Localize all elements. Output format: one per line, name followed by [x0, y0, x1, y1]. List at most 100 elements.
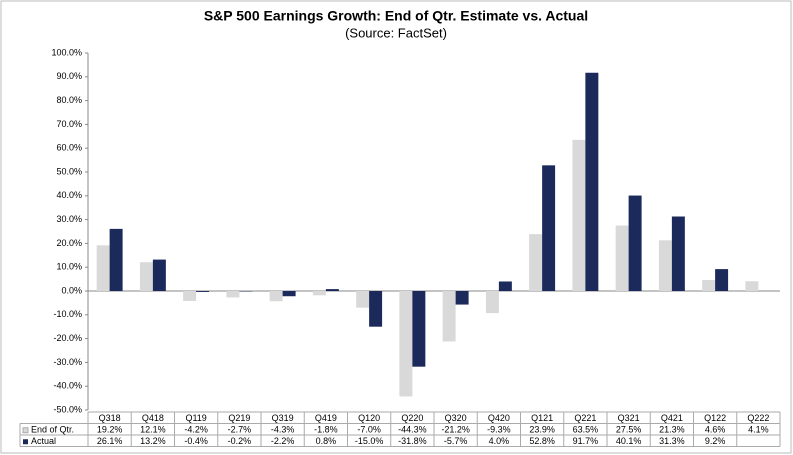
- x-tick-label: Q419: [315, 413, 337, 423]
- bar: [658, 240, 672, 291]
- x-tick-label: Q319: [272, 413, 294, 423]
- value-label: -2.7%: [228, 425, 252, 435]
- value-label: 40.1%: [616, 436, 642, 446]
- value-label: 13.2%: [140, 436, 166, 446]
- bar: [615, 225, 629, 291]
- value-label: -0.4%: [184, 436, 208, 446]
- value-label: -9.3%: [487, 425, 511, 435]
- value-label: -7.0%: [357, 425, 381, 435]
- y-tick-label: -20.0%: [53, 333, 82, 343]
- value-label: -1.8%: [314, 425, 338, 435]
- bar: [226, 291, 240, 298]
- bar: [325, 289, 339, 291]
- value-label: 19.2%: [97, 425, 123, 435]
- x-tick-label: Q121: [531, 413, 553, 423]
- bar: [356, 291, 370, 308]
- x-tick-label: Q120: [358, 413, 380, 423]
- x-tick-label: Q220: [401, 413, 423, 423]
- y-tick-label: -50.0%: [53, 404, 82, 414]
- value-label: 52.8%: [529, 436, 555, 446]
- chart-subtitle: (Source: FactSet): [345, 25, 447, 40]
- bar: [369, 291, 383, 327]
- bar: [282, 291, 296, 297]
- bar: [183, 291, 197, 301]
- value-label: 9.2%: [705, 436, 726, 446]
- bar: [152, 259, 166, 291]
- bar: [455, 291, 469, 305]
- bar: [139, 262, 153, 291]
- x-tick-label: Q321: [618, 413, 640, 423]
- chart-title: S&P 500 Earnings Growth: End of Qtr. Est…: [204, 8, 588, 24]
- y-tick-label: -10.0%: [53, 309, 82, 319]
- value-label: 4.0%: [489, 436, 510, 446]
- value-label: 0.8%: [316, 436, 337, 446]
- x-tick-label: Q219: [228, 413, 250, 423]
- value-label: 91.7%: [573, 436, 599, 446]
- bar: [442, 291, 456, 342]
- value-label: 4.1%: [748, 425, 769, 435]
- value-label: 31.3%: [659, 436, 685, 446]
- x-tick-label: Q119: [185, 413, 206, 423]
- legend-label: End of Qtr.: [31, 425, 74, 435]
- value-label: -15.0%: [355, 436, 384, 446]
- x-tick-label: Q222: [747, 413, 769, 423]
- bar: [542, 165, 556, 291]
- value-label: 26.1%: [97, 436, 123, 446]
- bar: [628, 195, 642, 291]
- value-label: 21.3%: [659, 425, 685, 435]
- y-tick-label: 90.0%: [56, 71, 82, 81]
- value-label: 12.1%: [140, 425, 166, 435]
- value-label: -31.8%: [398, 436, 427, 446]
- bar: [269, 291, 283, 302]
- value-label: -0.2%: [228, 436, 252, 446]
- value-label: -4.2%: [184, 425, 208, 435]
- value-label: 63.5%: [573, 425, 599, 435]
- bar: [412, 291, 426, 367]
- bar: [196, 291, 210, 292]
- x-tick-label: Q418: [142, 413, 164, 423]
- legend-label: Actual: [31, 436, 56, 446]
- y-tick-label: -30.0%: [53, 357, 82, 367]
- bar: [671, 216, 685, 291]
- x-tick-label: Q421: [661, 413, 683, 423]
- bar: [585, 72, 599, 291]
- y-tick-label: 10.0%: [56, 262, 82, 272]
- y-tick-label: 20.0%: [56, 238, 82, 248]
- x-tick-label: Q320: [445, 413, 467, 423]
- y-tick-label: 60.0%: [56, 143, 82, 153]
- y-tick-label: 50.0%: [56, 166, 82, 176]
- y-tick-label: 70.0%: [56, 119, 82, 129]
- value-label: -21.2%: [441, 425, 470, 435]
- bar: [745, 281, 759, 291]
- x-tick-label: Q122: [704, 413, 726, 423]
- legend-key: [23, 439, 28, 445]
- y-tick-label: 40.0%: [56, 190, 82, 200]
- bar: [498, 281, 512, 291]
- y-tick-label: -40.0%: [53, 381, 82, 391]
- y-tick-label: 0.0%: [61, 285, 82, 295]
- bar: [715, 269, 729, 291]
- y-tick-label: 80.0%: [56, 95, 82, 105]
- value-label: 27.5%: [616, 425, 642, 435]
- x-tick-label: Q221: [574, 413, 596, 423]
- y-tick-label: 30.0%: [56, 214, 82, 224]
- y-tick-label: 100.0%: [51, 47, 82, 57]
- x-tick-label: Q318: [99, 413, 121, 423]
- bar: [572, 139, 586, 291]
- legend-key: [22, 427, 29, 434]
- bar: [399, 291, 413, 397]
- value-label: 23.9%: [529, 425, 555, 435]
- value-label: -44.3%: [398, 425, 427, 435]
- value-label: -4.3%: [271, 425, 295, 435]
- bar: [312, 291, 326, 296]
- bar: [529, 234, 543, 291]
- value-label: -2.2%: [271, 436, 295, 446]
- x-tick-label: Q420: [488, 413, 510, 423]
- bar: [702, 280, 716, 291]
- bar: [109, 228, 123, 291]
- bar: [96, 245, 110, 291]
- value-label: -5.7%: [444, 436, 468, 446]
- bar: [485, 291, 499, 314]
